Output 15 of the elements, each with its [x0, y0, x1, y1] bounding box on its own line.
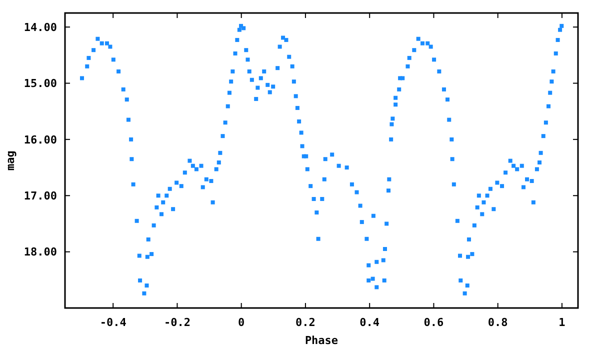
x-tick-label: 0.2 — [296, 316, 316, 329]
y-tick-label: 15.00 — [24, 77, 57, 90]
x-tick-label: 0.8 — [488, 316, 508, 329]
x-tick-label: 0.4 — [360, 316, 380, 329]
x-tick-label: -0.2 — [164, 316, 190, 329]
y-tick-label: 16.00 — [24, 133, 57, 146]
y-tick-label: 18.00 — [24, 246, 57, 259]
y-axis-title: mag — [4, 150, 17, 170]
x-tick-label: 0 — [238, 316, 245, 329]
x-tick-label: 0.6 — [424, 316, 444, 329]
x-tick-label: -0.4 — [100, 316, 127, 329]
y-tick-label: 14.00 — [24, 20, 57, 34]
y-tick-label: 17.00 — [24, 189, 57, 202]
x-axis-title: Phase — [304, 334, 338, 347]
x-tick-label: 1 — [558, 316, 566, 329]
